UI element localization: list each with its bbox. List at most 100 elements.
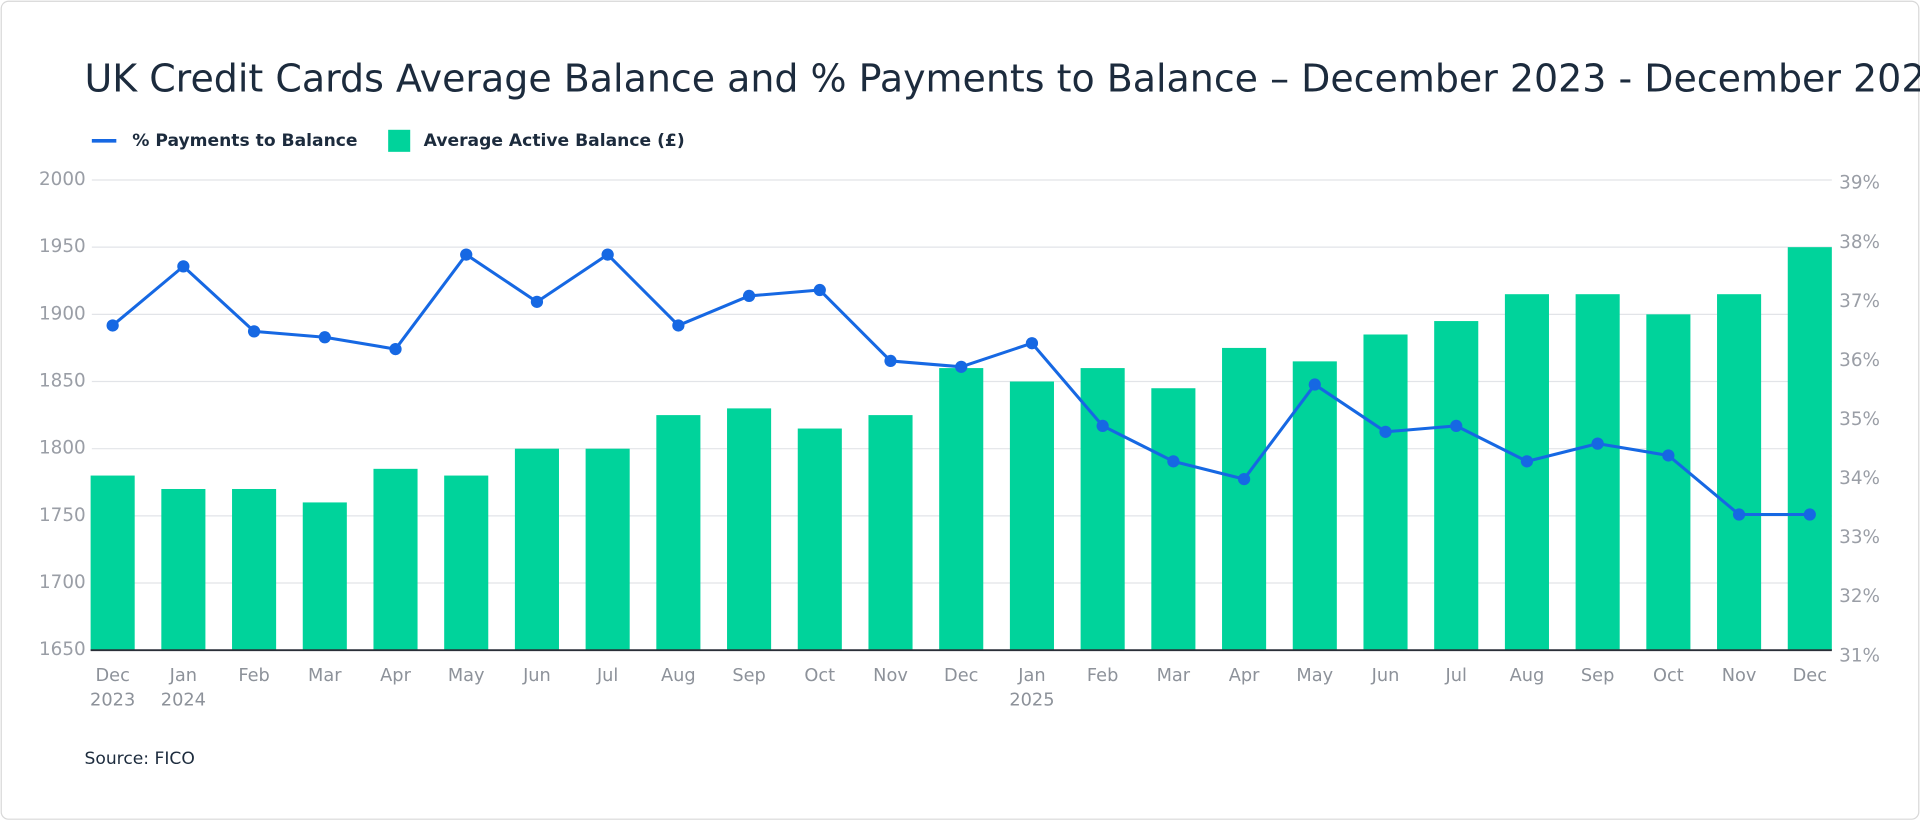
line-point [672, 319, 685, 332]
line-point [1732, 508, 1746, 521]
bar [1575, 294, 1620, 651]
x-tick-label: Jan 2025 [1009, 666, 1055, 711]
bar [939, 368, 984, 651]
y-tick-label: 1800 [39, 438, 86, 459]
x-tick-label: May [447, 666, 485, 686]
y2-tick-label: 33% [1839, 527, 1880, 548]
bar [1434, 321, 1479, 651]
bar [1717, 294, 1762, 651]
line-point [742, 289, 756, 303]
line-point [1591, 437, 1604, 450]
bar [302, 502, 347, 651]
line-point [530, 295, 544, 308]
bar [1080, 368, 1125, 651]
legend-label: % Payments to Balance [132, 131, 357, 151]
bar [1504, 294, 1549, 651]
y-tick-label: 1900 [39, 303, 86, 324]
x-tick-label: Jun [1371, 666, 1400, 686]
x-tick-label: Dec [944, 666, 979, 686]
bar [373, 468, 418, 651]
line-point [106, 319, 119, 332]
line-point [177, 260, 190, 273]
line-point [1167, 455, 1180, 468]
line-point [1803, 508, 1816, 521]
bar [1363, 334, 1408, 651]
y-tick-label: 1750 [39, 505, 86, 526]
x-tick-label: Feb [238, 666, 270, 686]
x-tick-label: Oct [1653, 666, 1684, 686]
bar [514, 448, 559, 651]
bar [1646, 314, 1691, 651]
bar [1222, 347, 1267, 651]
x-tick-label: Dec 2023 [90, 666, 136, 711]
legend-label: Average Active Balance (£) [424, 131, 685, 151]
x-tick-label: Oct [804, 666, 836, 686]
line-point [1450, 419, 1463, 433]
line-point [1096, 419, 1109, 433]
y2-tick-label: 36% [1839, 350, 1880, 371]
y2-tick-label: 35% [1839, 409, 1880, 430]
x-tick-label: Apr [380, 666, 411, 686]
x-tick-label: Sep [1580, 666, 1615, 686]
y2-tick-label: 38% [1839, 232, 1880, 253]
line-point [884, 354, 897, 368]
bar [1151, 388, 1196, 651]
line-point [1237, 472, 1251, 486]
x-tick-label: Feb [1086, 666, 1119, 686]
line-point [247, 325, 261, 338]
bar [1787, 247, 1832, 651]
y2-tick-label: 37% [1839, 291, 1880, 312]
chart-title: UK Credit Cards Average Balance and % Pa… [84, 56, 1920, 100]
x-tick-label: May [1296, 666, 1334, 686]
bar [444, 475, 489, 651]
x-tick-label: Jul [1445, 666, 1467, 686]
bar [727, 408, 772, 651]
y2-tick-label: 39% [1839, 173, 1880, 194]
x-tick-label: Dec [1792, 666, 1827, 686]
bar [232, 488, 277, 651]
x-tick-label: Apr [1228, 666, 1260, 686]
legend-swatch [388, 129, 411, 152]
x-tick-label: Jun [523, 666, 551, 686]
line-point [1379, 425, 1392, 438]
y-tick-label: 1700 [39, 572, 86, 593]
bar [585, 448, 630, 651]
line-point [318, 331, 331, 344]
x-tick-label: Jul [596, 666, 619, 686]
bar [797, 428, 842, 651]
y-tick-label: 1950 [39, 236, 86, 257]
y2-tick-label: 32% [1839, 586, 1880, 607]
bar [1292, 361, 1337, 651]
bar [1009, 381, 1054, 651]
line-point [1025, 337, 1039, 350]
x-tick-label: Aug [661, 666, 696, 686]
line-point [1308, 378, 1321, 391]
x-tick-label: Nov [1721, 666, 1757, 686]
y-tick-label: 1850 [39, 371, 86, 392]
bar [868, 415, 913, 651]
line-point [601, 248, 614, 261]
bar [656, 415, 701, 651]
bar [90, 475, 135, 651]
x-tick-label: Nov [873, 666, 908, 686]
y-tick-label: 1650 [39, 639, 86, 660]
x-tick-label: Sep [732, 666, 766, 686]
line-point [460, 248, 473, 261]
line-point [389, 342, 402, 356]
y-tick-label: 2000 [39, 169, 86, 190]
bar [161, 488, 206, 651]
x-tick-label: Aug [1509, 666, 1545, 686]
x-tick-label: Jan 2024 [160, 666, 206, 711]
y2-tick-label: 34% [1839, 468, 1880, 489]
y2-tick-label: 31% [1839, 645, 1880, 666]
x-tick-label: Mar [308, 666, 342, 686]
line-point [955, 360, 968, 373]
line-point [813, 283, 826, 297]
line-point [1662, 449, 1675, 462]
source: Source: FICO [84, 749, 194, 769]
x-tick-label: Mar [1156, 666, 1191, 686]
line-point [1520, 455, 1534, 468]
